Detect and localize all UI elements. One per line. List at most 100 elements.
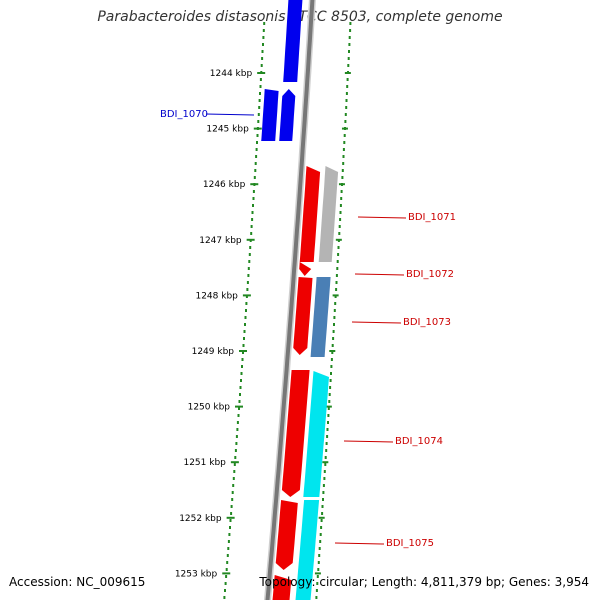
track-dot (262, 36, 265, 39)
track-dot (229, 526, 231, 529)
track-dot (229, 519, 232, 522)
track-dot (243, 337, 245, 340)
forward-gene-block (275, 500, 298, 570)
track-dot (338, 232, 341, 235)
track-dot (262, 29, 265, 32)
scale-tick-label: 1246 kbp (203, 180, 246, 190)
track-dot (240, 372, 243, 375)
track-dot (239, 393, 241, 396)
track-dot (347, 57, 350, 60)
track-dot (255, 155, 258, 158)
track-dot (315, 589, 318, 592)
gene-leader-line (357, 216, 407, 219)
gene-leader-line (343, 440, 394, 443)
gene-leader-line (351, 321, 402, 324)
track-dot (349, 22, 352, 25)
track-dot (322, 491, 325, 494)
gene-label: BDI_1074 (395, 436, 443, 447)
track-dot (343, 134, 346, 137)
scale-tick-label: 1250 kbp (188, 403, 231, 413)
track-dot (344, 113, 347, 116)
scale-tick-label: 1251 kbp (183, 458, 226, 468)
track-dot (231, 498, 234, 501)
track-dot (257, 120, 260, 123)
forward-gene-block (272, 575, 292, 600)
scale-tick-label: 1249 kbp (192, 347, 235, 357)
track-dot (345, 99, 348, 102)
track-dot (235, 435, 238, 438)
track-dot (338, 225, 341, 228)
track-dot (238, 407, 240, 410)
gene-label: BDI_1075 (386, 538, 434, 549)
track-dot (322, 484, 325, 487)
gene-leader-line (334, 542, 385, 545)
track-dot (337, 246, 340, 249)
scale-ticks: 1244 kbp 1245 kbp 1246 kbp 1247 kbp 1248 kbp… (175, 69, 266, 579)
track-dot (247, 274, 250, 277)
track-dot (240, 379, 242, 382)
track-dot (333, 316, 336, 319)
track-dot (330, 358, 333, 361)
track-dot (248, 253, 251, 256)
forward-gene-block (281, 370, 310, 497)
track-dot (316, 582, 319, 585)
track-dot (224, 582, 227, 585)
gene-label-group: BDI_1073 (351, 317, 451, 328)
track-dot (251, 218, 254, 221)
track-dot (325, 449, 328, 452)
track-dot (256, 134, 259, 137)
forward-gene-block (299, 166, 321, 262)
track-dot (227, 547, 230, 550)
reverse-gene-block (283, 0, 303, 82)
track-dot (250, 225, 253, 228)
scale-tick-label: 1253 kbp (175, 569, 218, 579)
scale-tick-label: 1248 kbp (195, 291, 238, 301)
track-dot (340, 190, 343, 193)
track-dot (342, 155, 345, 158)
track-dot (331, 344, 334, 347)
gene-label: BDI_1072 (406, 269, 454, 280)
track-dot (334, 295, 337, 298)
track-dot (230, 505, 233, 508)
steel-feature-block (310, 277, 331, 357)
accession-text: Accession: NC_009615 (9, 575, 146, 589)
cyan-feature-block (303, 371, 329, 497)
scale-tick-label: 1244 kbp (210, 69, 253, 79)
track-dot (348, 43, 351, 46)
track-dot (261, 57, 264, 60)
track-dot (249, 246, 252, 249)
track-dot (252, 197, 255, 200)
track-dot (332, 337, 335, 340)
track-dot (258, 106, 261, 109)
scale-tick-label: 1247 kbp (199, 236, 242, 246)
track-dot (257, 113, 260, 116)
track-dot (252, 204, 254, 207)
track-dot (239, 386, 242, 389)
track-dot (337, 253, 340, 256)
track-dot (245, 295, 248, 298)
track-dot (342, 148, 345, 151)
track-dot (235, 442, 238, 445)
track-dot (341, 169, 344, 172)
track-dot (336, 260, 339, 263)
track-dot (245, 302, 248, 305)
track-dot (333, 323, 335, 326)
track-dot (344, 120, 347, 123)
track-dot (321, 512, 324, 515)
track-dot (237, 414, 240, 417)
track-dot (323, 477, 326, 480)
track-dot (349, 29, 352, 32)
track-dot (244, 316, 247, 319)
track-dot (341, 176, 344, 179)
track-dot (234, 449, 237, 452)
track-dot (241, 365, 243, 368)
track-dot (320, 519, 323, 522)
track-dot (230, 512, 233, 515)
track-dot (233, 463, 236, 466)
track-dot (334, 302, 337, 305)
track-dot (336, 267, 339, 270)
track-dot (244, 323, 246, 326)
track-dot (348, 50, 350, 53)
gene-label-group: BDI_1074 (343, 436, 443, 447)
